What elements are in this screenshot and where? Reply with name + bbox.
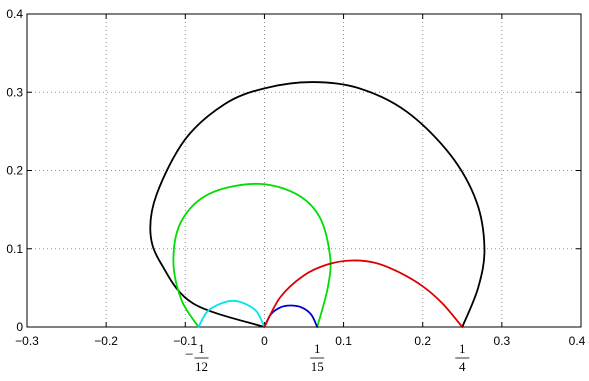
fraction-numerator: 1 xyxy=(459,341,466,356)
y-tick-labels: 0 0.1 0.2 0.3 0.4 xyxy=(6,7,23,334)
series-curve-0 xyxy=(149,81,486,328)
x-tick-label: −0.2 xyxy=(94,334,118,348)
fraction-label: 115 xyxy=(310,341,325,374)
fraction-sign: − xyxy=(185,347,193,363)
grid xyxy=(27,14,581,327)
fraction-denominator: 12 xyxy=(195,359,208,374)
y-tick-label: 0.3 xyxy=(6,85,23,99)
x-tick-label: 0.1 xyxy=(335,334,352,348)
y-tick-label: 0.4 xyxy=(6,7,23,21)
x-tick-labels: −0.3 −0.2 −0.1 0 0.1 0.2 0.3 0.4 xyxy=(15,334,586,348)
x-tick-label: 0.3 xyxy=(494,334,511,348)
fraction-denominator: 4 xyxy=(459,359,466,374)
x-tick-label: 0.4 xyxy=(569,334,586,348)
fraction-label: 14 xyxy=(455,341,470,374)
x-tick-label: −0.3 xyxy=(15,334,39,348)
axes xyxy=(26,13,582,328)
y-tick-label: 0.1 xyxy=(6,242,23,256)
series-curve-1 xyxy=(172,182,332,328)
fraction-numerator: 1 xyxy=(314,341,321,356)
series-group xyxy=(149,81,486,328)
fraction-numerator: 1 xyxy=(198,341,205,356)
fraction-denominator: 15 xyxy=(311,359,324,374)
y-tick-label: 0 xyxy=(16,320,23,334)
x-tick-label: 0 xyxy=(261,334,268,348)
y-tick-label: 0.2 xyxy=(6,164,23,178)
x-tick-label: −0.1 xyxy=(173,334,197,348)
series-curve-4 xyxy=(263,259,464,328)
series-curve-2 xyxy=(197,299,266,328)
fraction-label: −1 12 xyxy=(185,341,209,374)
x-tick-label: 0.2 xyxy=(414,334,431,348)
